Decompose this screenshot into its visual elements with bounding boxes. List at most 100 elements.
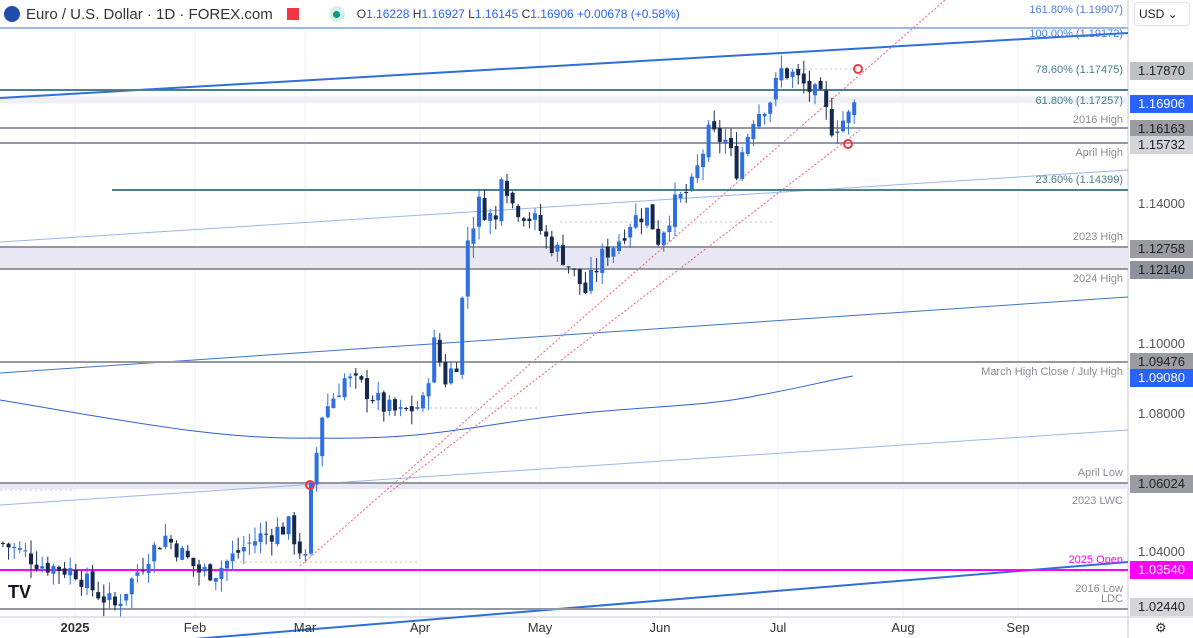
- ohlc-readout: O1.16228 H1.16927 L1.16145 C1.16906 +0.0…: [356, 7, 680, 21]
- currency-select[interactable]: USD ⌄: [1134, 2, 1190, 26]
- candle-body: [359, 376, 364, 380]
- red-dotted-trendline: [299, 0, 946, 567]
- candle-body: [757, 114, 761, 127]
- chart-header: Euro / U.S. Dollar · 1D · FOREX.com O1.1…: [0, 0, 680, 28]
- candle-body: [129, 578, 134, 595]
- candle-body: [404, 407, 409, 410]
- candle-body: [325, 406, 330, 418]
- candle-body: [577, 268, 582, 284]
- red-dotted-trendline: [389, 129, 861, 493]
- candle-body: [213, 578, 218, 582]
- price-axis-tag: 1.08000: [1130, 405, 1193, 423]
- candle-body: [286, 516, 291, 535]
- candle-body: [370, 399, 375, 402]
- settings-icon[interactable]: ⚙: [1155, 620, 1167, 635]
- price-axis-tag: 1.10000: [1130, 335, 1193, 353]
- trendline: [0, 296, 1129, 374]
- candle-body: [152, 544, 157, 562]
- candle-body: [516, 205, 521, 218]
- x-tick-label: May: [527, 620, 553, 635]
- level-label: 2024 High: [1072, 273, 1123, 285]
- candle-body: [197, 564, 201, 573]
- candle-body: [544, 231, 549, 237]
- candle-body: [549, 236, 554, 254]
- x-tick-label: Apr: [409, 620, 431, 635]
- candle-body: [393, 399, 397, 411]
- candle-body: [796, 69, 801, 76]
- candle-body: [314, 452, 319, 485]
- candle-body: [62, 568, 67, 575]
- price-axis-tag: 1.09080: [1130, 369, 1193, 387]
- price-axis-tag: 1.14000: [1130, 195, 1193, 213]
- candle-body: [113, 596, 117, 606]
- candle-body: [398, 407, 403, 409]
- price-axis-tag: 1.04000: [1130, 543, 1193, 561]
- trendline: [194, 561, 1129, 638]
- trendline: [0, 32, 1129, 99]
- candle-body: [645, 207, 649, 226]
- candle-body: [785, 68, 789, 79]
- candle-body: [297, 541, 302, 554]
- candle-body: [482, 198, 487, 220]
- candle-body: [779, 68, 784, 81]
- candle-body: [269, 535, 274, 542]
- price-axis-tag: 1.16163: [1130, 120, 1193, 138]
- candle-body: [841, 120, 845, 132]
- trendline: [0, 169, 1129, 243]
- level-label: 2016 High: [1072, 114, 1123, 126]
- candle-body: [432, 337, 437, 383]
- candle-body: [348, 376, 353, 379]
- marker-circle-icon: [853, 64, 863, 74]
- candle-body: [275, 526, 280, 545]
- flag-icon[interactable]: [286, 8, 299, 20]
- candle-body: [73, 570, 78, 580]
- candle-body: [667, 225, 672, 233]
- x-tick-label: Feb: [183, 620, 207, 635]
- candle-body: [521, 218, 526, 221]
- level-label: 78.60% (1.17475): [1035, 64, 1123, 76]
- tradingview-logo: TV: [8, 582, 32, 602]
- candle-body: [85, 573, 89, 589]
- candle-body: [29, 553, 33, 565]
- candle-body: [426, 383, 431, 397]
- candle-body: [729, 137, 733, 148]
- candle-body: [712, 121, 717, 130]
- symbol-title[interactable]: Euro / U.S. Dollar · 1D · FOREX.com: [26, 5, 273, 23]
- candle-body: [57, 566, 61, 572]
- candle-body: [387, 399, 392, 411]
- candle-body: [135, 572, 140, 576]
- candle-body: [790, 71, 795, 77]
- candle-body: [6, 543, 11, 548]
- candle-body: [460, 297, 465, 375]
- price-axis-tag: 1.02440: [1130, 598, 1193, 616]
- candle-body: [471, 228, 476, 244]
- candle-body: [661, 232, 666, 245]
- candle-body: [505, 180, 509, 196]
- level-label: 2016 Low: [1075, 583, 1123, 595]
- price-axis-tag: 1.03540: [1130, 561, 1193, 579]
- candle-body: [561, 245, 565, 265]
- candle-body: [493, 215, 498, 220]
- x-tick-label: Sep: [1006, 620, 1030, 635]
- candle-body: [701, 153, 705, 168]
- x-tick-label: Jul: [769, 620, 787, 635]
- marker-circle-icon: [305, 480, 315, 490]
- candle-body: [381, 392, 386, 412]
- zone-band: [0, 96, 1128, 104]
- candle-body: [617, 241, 621, 251]
- moving-average-line: [0, 375, 854, 439]
- candle-body: [813, 84, 817, 96]
- level-label: 2023 High: [1072, 231, 1123, 243]
- candle-body: [337, 395, 341, 397]
- candle-body: [45, 562, 50, 573]
- candle-body: [258, 533, 263, 543]
- candle-body: [572, 268, 577, 270]
- candle-body: [443, 362, 448, 385]
- price-axis-tag: 1.12140: [1130, 261, 1193, 279]
- candle-body: [465, 240, 470, 297]
- candle-body: [247, 542, 252, 544]
- level-label: April Low: [1077, 467, 1123, 479]
- price-axis-tag: 1.06024: [1130, 475, 1193, 493]
- candle-body: [264, 533, 269, 535]
